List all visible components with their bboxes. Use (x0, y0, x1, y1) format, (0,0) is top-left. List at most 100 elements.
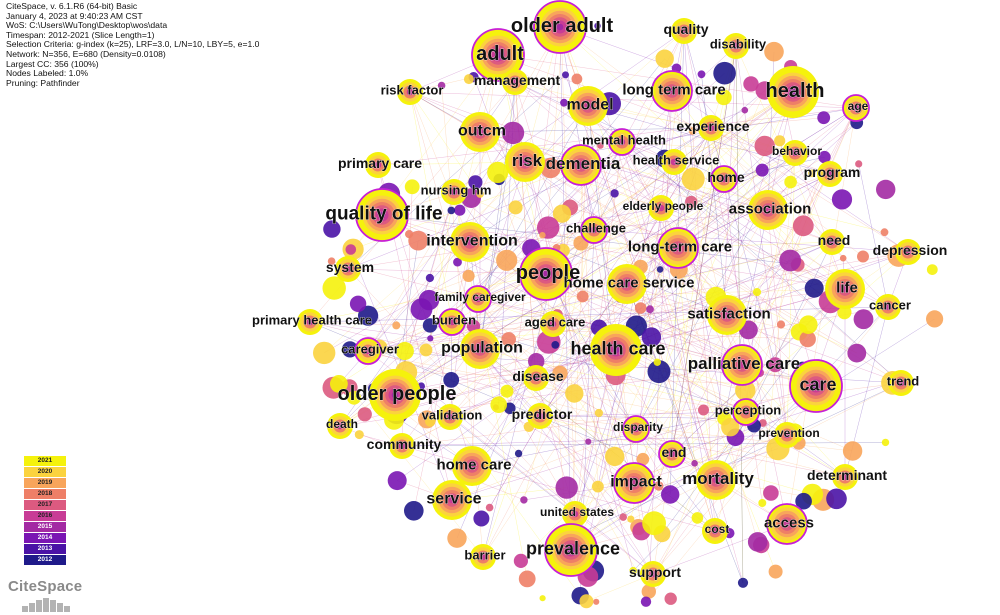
minor-node[interactable] (831, 189, 853, 210)
keyword-node[interactable] (825, 269, 865, 309)
minor-node[interactable] (737, 577, 749, 588)
minor-node[interactable] (799, 315, 818, 335)
keyword-node[interactable] (622, 415, 650, 443)
keyword-node[interactable] (671, 18, 697, 44)
keyword-label[interactable]: home care (436, 456, 512, 474)
keyword-label[interactable]: challenge (566, 220, 627, 236)
minor-node[interactable] (579, 594, 594, 609)
minor-node[interactable] (392, 321, 401, 330)
minor-node[interactable] (518, 570, 536, 588)
keyword-node[interactable] (774, 422, 800, 448)
minor-node[interactable] (857, 250, 869, 263)
keyword-label[interactable]: community (366, 436, 442, 453)
keyword-node[interactable] (817, 161, 843, 187)
minor-node[interactable] (685, 195, 698, 208)
keyword-node[interactable] (698, 115, 724, 141)
keyword-label[interactable]: predictor (511, 406, 573, 423)
keyword-node[interactable] (397, 79, 423, 105)
minor-node[interactable] (646, 305, 654, 314)
minor-node[interactable] (691, 512, 704, 524)
minor-node[interactable] (847, 343, 867, 363)
keyword-label[interactable]: burden (432, 312, 477, 328)
keyword-label[interactable]: disability (710, 36, 768, 52)
minor-node[interactable] (804, 278, 824, 298)
minor-node[interactable] (855, 160, 863, 168)
minor-node[interactable] (752, 288, 762, 297)
minor-node[interactable] (555, 476, 578, 499)
minor-node[interactable] (698, 404, 709, 416)
minor-node[interactable] (792, 215, 814, 237)
keyword-label[interactable]: age (847, 99, 869, 114)
minor-node[interactable] (551, 341, 560, 349)
keyword-label[interactable]: barrier (464, 547, 506, 563)
minor-node[interactable] (330, 375, 348, 393)
keyword-node[interactable] (702, 518, 728, 544)
minor-node[interactable] (656, 266, 664, 273)
keyword-node[interactable] (819, 229, 845, 255)
minor-node[interactable] (552, 365, 568, 381)
keyword-label[interactable]: home care service (563, 274, 695, 292)
minor-node[interactable] (487, 161, 509, 183)
keyword-label[interactable]: older people (337, 383, 457, 406)
minor-node[interactable] (747, 532, 768, 552)
minor-node[interactable] (697, 70, 706, 79)
keyword-label[interactable]: caregiver (341, 341, 399, 357)
minor-node[interactable] (500, 384, 514, 398)
minor-node[interactable] (758, 499, 767, 507)
keyword-node[interactable] (748, 190, 788, 230)
minor-node[interactable] (640, 596, 652, 607)
minor-node[interactable] (826, 488, 847, 510)
keyword-node[interactable] (651, 70, 693, 112)
keyword-node[interactable] (613, 462, 655, 504)
minor-node[interactable] (345, 244, 357, 255)
keyword-label[interactable]: management (474, 72, 561, 89)
minor-node[interactable] (721, 418, 740, 437)
keyword-node[interactable] (355, 188, 409, 242)
keyword-node[interactable] (766, 503, 808, 545)
minor-node[interactable] (641, 327, 662, 347)
minor-node[interactable] (842, 441, 863, 461)
keyword-node[interactable] (607, 264, 647, 304)
minor-node[interactable] (691, 460, 698, 467)
minor-node[interactable] (713, 61, 736, 85)
minor-node[interactable] (653, 481, 664, 491)
minor-node[interactable] (634, 302, 647, 314)
minor-node[interactable] (605, 446, 625, 467)
keyword-label[interactable]: depression (872, 242, 948, 259)
minor-node[interactable] (664, 592, 677, 605)
minor-node[interactable] (496, 249, 518, 271)
keyword-label[interactable]: elderly people (622, 199, 704, 214)
keyword-node[interactable] (560, 144, 602, 186)
minor-node[interactable] (681, 167, 705, 191)
keyword-label[interactable]: dementia (545, 154, 621, 174)
keyword-label[interactable]: prevalence (526, 538, 621, 559)
keyword-node[interactable] (464, 285, 492, 313)
minor-node[interactable] (594, 22, 601, 30)
keyword-node[interactable] (438, 308, 466, 336)
keyword-label[interactable]: impact (610, 473, 663, 491)
keyword-node[interactable] (544, 523, 598, 577)
keyword-node[interactable] (658, 440, 686, 468)
keyword-node[interactable] (696, 460, 736, 500)
minor-node[interactable] (357, 407, 372, 422)
minor-node[interactable] (741, 106, 749, 114)
keyword-label[interactable]: cancer (869, 297, 912, 313)
minor-node[interactable] (594, 408, 604, 418)
keyword-label[interactable]: death (326, 417, 359, 432)
keyword-label[interactable]: system (326, 259, 375, 276)
minor-node[interactable] (642, 511, 666, 536)
minor-node[interactable] (627, 515, 635, 523)
keyword-label[interactable]: program (803, 164, 861, 181)
minor-node[interactable] (592, 480, 604, 493)
keyword-label[interactable]: united states (540, 505, 615, 520)
keyword-label[interactable]: behavior (772, 144, 823, 159)
keyword-node[interactable] (354, 337, 382, 365)
minor-node[interactable] (795, 492, 812, 510)
minor-node[interactable] (571, 73, 583, 85)
minor-node[interactable] (422, 318, 438, 333)
minor-node[interactable] (404, 179, 420, 195)
minor-node[interactable] (463, 74, 474, 85)
minor-node[interactable] (349, 295, 367, 312)
minor-node[interactable] (776, 320, 786, 329)
minor-node[interactable] (508, 200, 523, 215)
